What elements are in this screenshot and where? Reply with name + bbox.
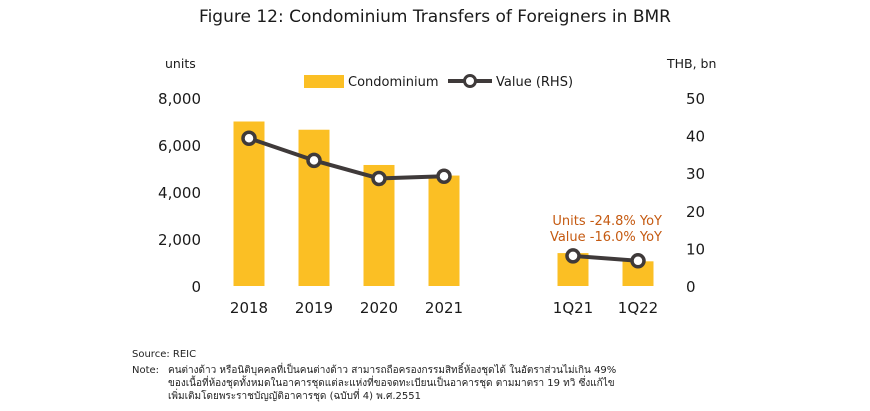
annotation-value-yoy: Value -16.0% YoY (550, 230, 662, 245)
left-axis-label: units (165, 56, 196, 71)
bar-2018 (233, 121, 265, 286)
left-tick-label: 8,000 (158, 90, 201, 108)
right-tick-label: 20 (686, 203, 705, 221)
value-line-segment-2 (572, 253, 639, 263)
note-label: Note: (132, 365, 160, 376)
right-axis: 0 10 20 30 40 50 (686, 90, 705, 296)
bar-2021 (428, 175, 460, 286)
legend: Condominium Value (RHS) (304, 74, 573, 90)
left-tick-label: 6,000 (158, 137, 201, 155)
value-point-1q22 (630, 253, 646, 269)
chart-title: Figure 12: Condominium Transfers of Fore… (199, 7, 671, 27)
legend-label-condominium: Condominium (348, 75, 439, 90)
right-axis-label: THB, bn (666, 56, 716, 71)
x-tick-label: 1Q21 (553, 299, 593, 317)
value-line-segment-1 (248, 136, 445, 181)
value-point-2018 (241, 130, 257, 146)
source-note: Source: REIC (132, 349, 197, 360)
left-axis: 0 2,000 4,000 6,000 8,000 (158, 90, 201, 296)
right-tick-label: 50 (686, 90, 705, 108)
value-point-2020 (371, 170, 387, 187)
footnote: Note: คนต่างด้าว หรือนิติบุคคลที่เป็นคนต… (132, 364, 616, 403)
x-tick-label: 2019 (295, 299, 333, 317)
value-point-2019 (306, 152, 322, 169)
x-axis: 2018 2019 2020 2021 1Q21 1Q22 (230, 299, 658, 317)
value-point-2021 (436, 168, 452, 184)
right-tick-label: 40 (686, 128, 705, 146)
x-tick-label: 2020 (360, 299, 398, 317)
note-line: ของเนื้อที่ห้องชุดทั้งหมดในอาคารชุดแต่ละ… (168, 378, 615, 389)
note-line: คนต่างด้าว หรือนิติบุคคลที่เป็นคนต่างด้า… (168, 365, 617, 376)
legend-label-value: Value (RHS) (496, 75, 573, 90)
legend-marker-value (463, 74, 477, 88)
line-series-value (241, 130, 646, 269)
x-tick-label: 2018 (230, 299, 268, 317)
bar-series-condominium (233, 121, 654, 286)
left-tick-label: 0 (191, 278, 201, 296)
x-tick-label: 2021 (425, 299, 463, 317)
right-tick-label: 10 (686, 240, 705, 258)
note-lines: คนต่างด้าว หรือนิติบุคคลที่เป็นคนต่างด้า… (168, 364, 616, 403)
value-point-1q21 (565, 248, 581, 264)
left-tick-label: 2,000 (158, 231, 201, 249)
legend-swatch-condominium (304, 75, 344, 88)
annotation-units-yoy: Units -24.8% YoY (552, 214, 662, 229)
note-line: เพิ่มเติมโดยพระราชบัญญัติอาคารชุด (ฉบับท… (168, 391, 421, 402)
left-tick-label: 4,000 (158, 184, 201, 202)
right-tick-label: 30 (686, 165, 705, 183)
right-tick-label: 0 (686, 278, 696, 296)
x-tick-label: 1Q22 (618, 299, 658, 317)
